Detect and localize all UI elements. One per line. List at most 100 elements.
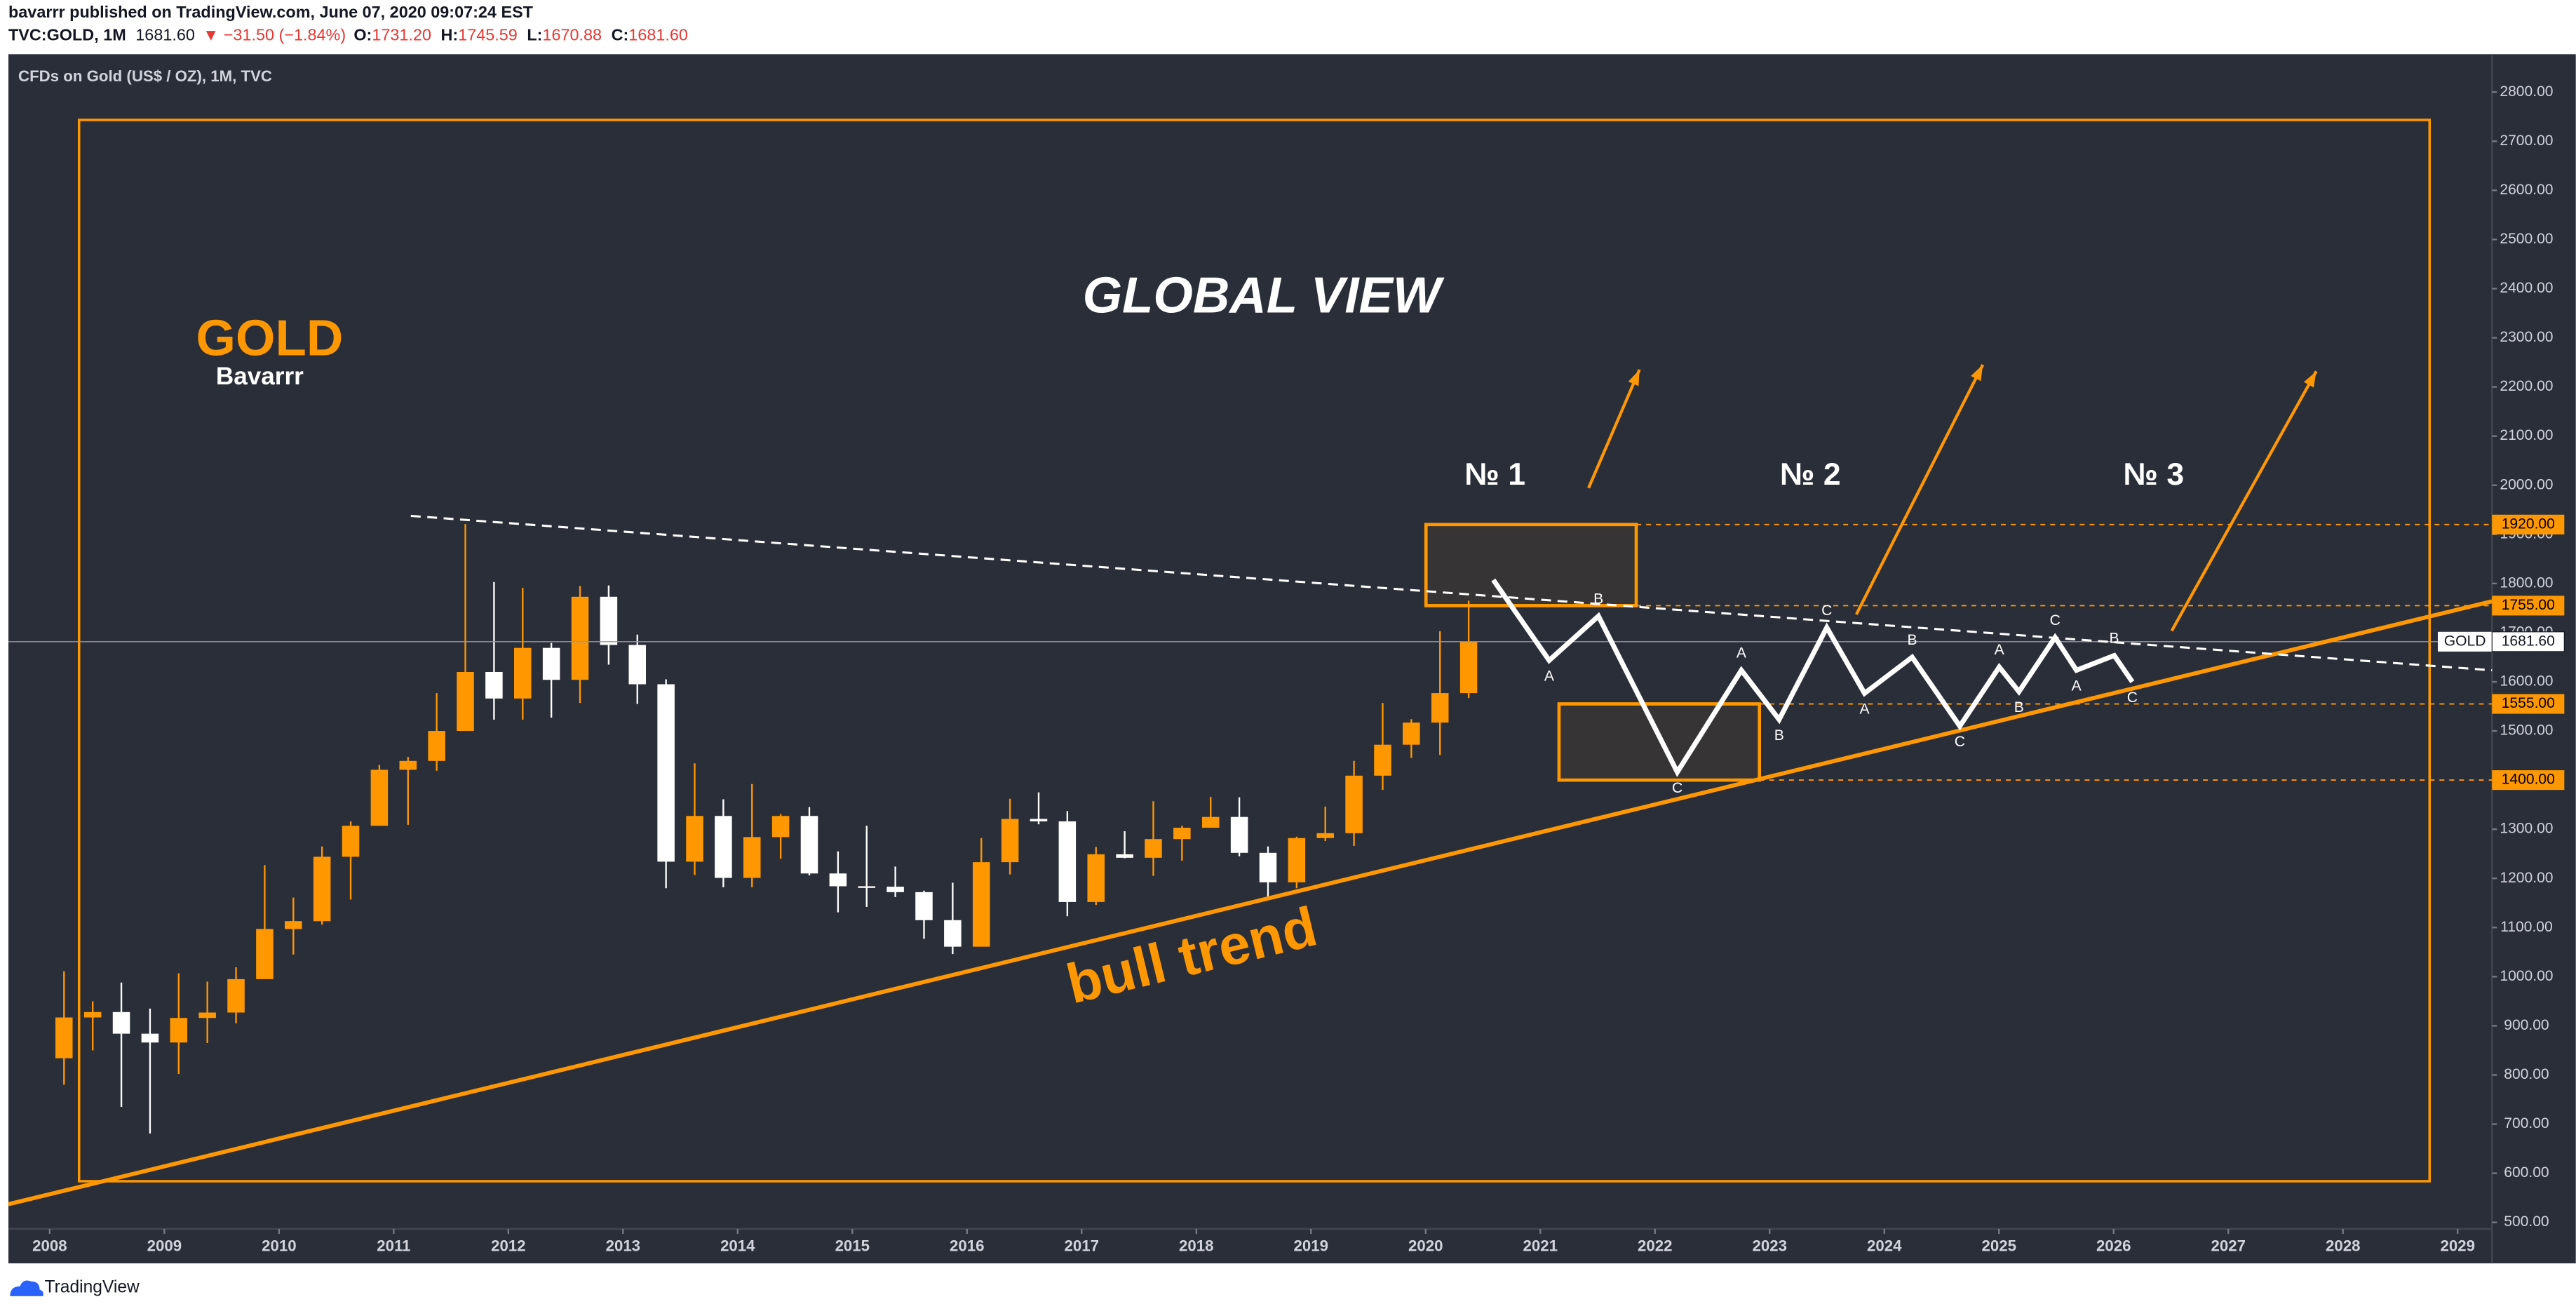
candle-body xyxy=(1431,693,1449,723)
y-tick-label: 2100.00 xyxy=(2500,427,2553,443)
level-tag xyxy=(2492,770,2565,791)
change: ▼ −31.50 (−1.84%) xyxy=(203,26,346,44)
arrow-head xyxy=(2303,371,2317,388)
candle-body xyxy=(55,1017,73,1058)
symbol-label: GOLD xyxy=(196,309,344,366)
wave-label: C xyxy=(1955,734,1965,750)
y-tick-label: 1300.00 xyxy=(2500,821,2553,837)
scenario-label: № 2 xyxy=(1780,457,1841,492)
x-tick-label: 2011 xyxy=(377,1237,410,1255)
ohlc-value: 1731.20 xyxy=(372,26,431,44)
level-tag xyxy=(2492,596,2565,616)
headline: GLOBAL VIEW xyxy=(1083,267,1445,323)
last-price-name-tag xyxy=(2437,631,2493,652)
candle-body xyxy=(1145,839,1162,858)
wave-label: B xyxy=(1907,632,1917,648)
candle-body xyxy=(1201,816,1220,828)
ohlc-key: L: xyxy=(527,26,542,44)
ohlc-key: O: xyxy=(353,26,372,44)
candle-body xyxy=(542,647,560,680)
y-tick-label: 1200.00 xyxy=(2500,870,2553,886)
candle-body xyxy=(1173,828,1191,840)
y-tick-label: 1500.00 xyxy=(2500,722,2553,739)
candle-body xyxy=(485,671,503,699)
bull-trend-line xyxy=(8,599,2493,1206)
wave-projection xyxy=(1491,578,2135,777)
symbol: TVC:GOLD, 1M xyxy=(8,26,126,44)
logo-icon xyxy=(10,1280,43,1296)
candle-body xyxy=(256,929,274,979)
candle-body xyxy=(972,862,990,947)
candle-body xyxy=(227,979,245,1013)
candle-body xyxy=(1087,854,1105,902)
x-tick-label: 2021 xyxy=(1523,1237,1558,1255)
x-tick-label: 2019 xyxy=(1294,1237,1328,1255)
arrow-shaft xyxy=(1854,363,1985,615)
y-tick-label: 700.00 xyxy=(2504,1115,2549,1131)
candle-body xyxy=(600,596,618,645)
candle-body xyxy=(514,647,532,699)
arrow-head xyxy=(1628,369,1640,386)
y-tick-label: 2300.00 xyxy=(2500,329,2553,345)
wave-label: C xyxy=(1672,780,1683,796)
x-tick-label: 2023 xyxy=(1753,1237,1787,1255)
candle-body xyxy=(198,1012,216,1018)
y-tick-label: 2800.00 xyxy=(2500,83,2553,100)
arrow-shaft xyxy=(1587,369,1641,489)
plot: 500.00 600.00 700.00 800.00 900.00 1000.00 110… xyxy=(8,83,2565,1255)
candle-body xyxy=(771,816,790,838)
x-tick-label: 2013 xyxy=(606,1237,640,1255)
candle-body xyxy=(1001,819,1019,863)
y-tick-label: 1600.00 xyxy=(2500,673,2553,690)
x-tick-label: 2018 xyxy=(1179,1237,1213,1255)
candle-body xyxy=(370,769,389,826)
wave-label: B xyxy=(1774,727,1784,744)
zone-box xyxy=(1557,702,1762,782)
candle-body xyxy=(428,731,445,761)
x-tick-label: 2027 xyxy=(2211,1237,2245,1255)
x-tick-label: 2008 xyxy=(32,1237,67,1255)
price: 1681.60 xyxy=(135,26,195,44)
level-tag xyxy=(2492,514,2565,535)
y-tick-label: 500.00 xyxy=(2504,1213,2549,1230)
publish-info: bavarrr published on TradingView.com, Ju… xyxy=(8,3,534,21)
quote-line: TVC:GOLD, 1M 1681.60 ▼ −31.50 (−1.84%) O… xyxy=(8,26,688,44)
ohlc-value: 1745.59 xyxy=(458,26,518,44)
frame xyxy=(77,119,2432,1183)
x-tick-label: 2014 xyxy=(720,1237,755,1255)
arrow-shaft xyxy=(2170,370,2318,632)
x-tick-label: 2010 xyxy=(262,1237,296,1255)
candle-body xyxy=(1459,641,1478,694)
chart-background xyxy=(8,54,2576,1264)
candle-body xyxy=(829,873,847,887)
x-tick-label: 2020 xyxy=(1408,1237,1443,1255)
wave-label: B xyxy=(2110,631,2119,647)
candle-body xyxy=(1316,833,1334,838)
x-tick-label: 2025 xyxy=(1982,1237,2016,1255)
x-tick-label: 2029 xyxy=(2440,1237,2474,1255)
y-tick-label: 2200.00 xyxy=(2500,378,2553,394)
candle-body xyxy=(743,837,761,878)
author-label: Bavarrr xyxy=(216,363,304,390)
y-tick-label: 1000.00 xyxy=(2500,968,2553,984)
x-tick-label: 2026 xyxy=(2096,1237,2131,1255)
candle-body xyxy=(457,671,474,732)
level-label: 1400.00 xyxy=(2502,772,2555,788)
wave-label: A xyxy=(2072,678,2082,694)
wave-label: B xyxy=(2014,699,2024,715)
candle-body xyxy=(571,596,589,680)
wave-label: B xyxy=(1593,591,1603,607)
candle-body xyxy=(800,816,818,874)
candle-body xyxy=(886,887,904,892)
resistance-line xyxy=(410,514,2493,672)
y-tick-label: 2000.00 xyxy=(2500,476,2553,492)
level-label: 1555.00 xyxy=(2502,695,2555,711)
zone-box xyxy=(1424,523,1638,607)
candle-body xyxy=(1058,821,1077,902)
candle-body xyxy=(1345,775,1363,833)
scenario-label: № 1 xyxy=(1464,457,1525,492)
last-price-label: 1681.60 xyxy=(2502,633,2555,649)
candle-body xyxy=(686,816,703,862)
